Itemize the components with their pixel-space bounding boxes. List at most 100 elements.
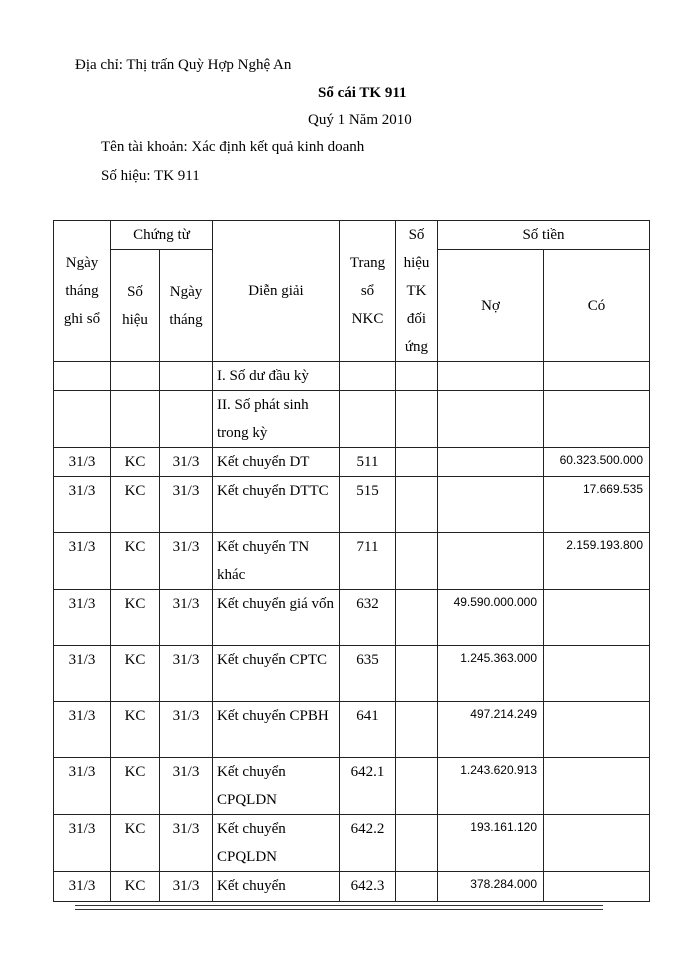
table-row: 31/3 KC 31/3 Kết chuyển DTTC 515 17.669.535	[53, 476, 650, 533]
cell-date: 31/3	[53, 701, 111, 758]
cell-desc: Kết chuyển TN khác	[212, 532, 340, 590]
table-row: 31/3 KC 31/3 Kết chuyển CPQLDN 642.1 1.243.62…	[53, 757, 650, 815]
cell-no: KC	[110, 757, 160, 815]
cell-no: KC	[110, 701, 160, 758]
account-name: Tên tài khoản: Xác định kết quả kinh doa…	[101, 139, 365, 155]
cell-no: KC	[110, 814, 160, 872]
section-row: II. Số phát sinh trong kỳ	[53, 390, 650, 448]
cell-debit: 1.243.620.913	[437, 757, 544, 815]
cell-no: KC	[110, 476, 160, 533]
cell-desc: Kết chuyển DT	[212, 447, 340, 477]
cell-debit: 49.590.000.000	[437, 589, 544, 646]
cell-credit: 17.669.535	[543, 476, 650, 533]
cell-contra	[395, 757, 438, 815]
period: Quý 1 Năm 2010	[308, 112, 412, 128]
cell-contra	[395, 589, 438, 646]
cell-desc: Kết chuyển CPQLDN	[212, 757, 340, 815]
cell-vdate: 31/3	[159, 645, 213, 702]
cell-page: 635	[339, 645, 396, 702]
cell-page: 511	[339, 447, 396, 477]
cell-page: 642.3	[339, 871, 396, 902]
cell-debit	[437, 476, 544, 533]
cell-debit: 497.214.249	[437, 701, 544, 758]
table-row: 31/3 KC 31/3 Kết chuyển CPQLDN 642.2 193.161.…	[53, 814, 650, 872]
cell-credit	[543, 645, 650, 702]
address: Địa chỉ: Thị trấn Quỳ Hợp Nghệ An	[75, 57, 292, 73]
cell-debit	[437, 532, 544, 590]
cell-desc: Kết chuyển	[212, 871, 340, 902]
cell-vdate: 31/3	[159, 701, 213, 758]
cell-date: 31/3	[53, 589, 111, 646]
table-row: 31/3 KC 31/3 Kết chuyển TN khác 711 2.159.193…	[53, 532, 650, 590]
cell-vdate: 31/3	[159, 871, 213, 902]
cell-contra	[395, 871, 438, 902]
cell-date: 31/3	[53, 447, 111, 477]
cell-debit: 378.284.000	[437, 871, 544, 902]
section-row: I. Số dư đầu kỳ	[53, 361, 650, 391]
cell-credit	[543, 757, 650, 815]
ledger-table: Ngày tháng ghi sổ Chứng từ Diễn giải Tra…	[53, 219, 650, 902]
cell-contra	[395, 532, 438, 590]
cell-contra	[395, 701, 438, 758]
cell-vdate: 31/3	[159, 447, 213, 477]
cell-credit	[543, 701, 650, 758]
account-number: Số hiệu: TK 911	[101, 168, 200, 184]
header-debit: Nợ	[437, 249, 544, 362]
cell-credit	[543, 814, 650, 872]
cell-debit	[437, 447, 544, 477]
table-row: 31/3 KC 31/3 Kết chuyển DT 511 60.323.500.000	[53, 447, 650, 477]
footer-rule	[75, 905, 603, 906]
header-description: Diễn giải	[212, 220, 340, 362]
opening-balance-label: I. Số dư đầu kỳ	[212, 361, 340, 391]
cell-desc: Kết chuyển CPBH	[212, 701, 340, 758]
cell-credit: 60.323.500.000	[543, 447, 650, 477]
cell-date: 31/3	[53, 476, 111, 533]
header-voucher-no: Số hiệu	[110, 249, 160, 362]
header-credit: Có	[543, 249, 650, 362]
table-row: 31/3 KC 31/3 Kết chuyển giá vốn 632 49.590.00…	[53, 589, 650, 646]
cell-page: 711	[339, 532, 396, 590]
cell-debit: 1.245.363.000	[437, 645, 544, 702]
period-activity-label: II. Số phát sinh trong kỳ	[212, 390, 340, 448]
cell-date: 31/3	[53, 814, 111, 872]
cell-date: 31/3	[53, 532, 111, 590]
header-date: Ngày tháng ghi sổ	[53, 220, 111, 362]
cell-date: 31/3	[53, 757, 111, 815]
cell-page: 642.1	[339, 757, 396, 815]
cell-credit: 2.159.193.800	[543, 532, 650, 590]
header-voucher: Chứng từ	[110, 219, 213, 251]
header-contra: Số hiệu TK đối ứng	[395, 220, 438, 362]
cell-vdate: 31/3	[159, 814, 213, 872]
cell-desc: Kết chuyển CPQLDN	[212, 814, 340, 872]
cell-contra	[395, 814, 438, 872]
cell-desc: Kết chuyển CPTC	[212, 645, 340, 702]
cell-vdate: 31/3	[159, 476, 213, 533]
cell-desc: Kết chuyển giá vốn	[212, 589, 340, 646]
ledger-title: Sổ cái TK 911	[318, 85, 407, 101]
cell-page: 515	[339, 476, 396, 533]
cell-no: KC	[110, 871, 160, 902]
cell-no: KC	[110, 447, 160, 477]
cell-no: KC	[110, 589, 160, 646]
cell-contra	[395, 476, 438, 533]
table-row: 31/3 KC 31/3 Kết chuyển 642.3 378.284.000	[53, 871, 650, 902]
header-page: Trang sổ NKC	[339, 220, 396, 362]
cell-no: KC	[110, 645, 160, 702]
cell-date: 31/3	[53, 871, 111, 902]
cell-page: 641	[339, 701, 396, 758]
cell-vdate: 31/3	[159, 589, 213, 646]
cell-no: KC	[110, 532, 160, 590]
cell-credit	[543, 871, 650, 902]
cell-vdate: 31/3	[159, 532, 213, 590]
cell-contra	[395, 645, 438, 702]
footer-rule	[75, 909, 603, 910]
header-voucher-date: Ngày tháng	[159, 249, 213, 362]
header-amount: Số tiền	[437, 219, 650, 251]
table-row: 31/3 KC 31/3 Kết chuyển CPTC 635 1.245.363.00…	[53, 645, 650, 702]
cell-credit	[543, 589, 650, 646]
cell-vdate: 31/3	[159, 757, 213, 815]
cell-date: 31/3	[53, 645, 111, 702]
table-row: 31/3 KC 31/3 Kết chuyển CPBH 641 497.214.249	[53, 701, 650, 758]
cell-contra	[395, 447, 438, 477]
